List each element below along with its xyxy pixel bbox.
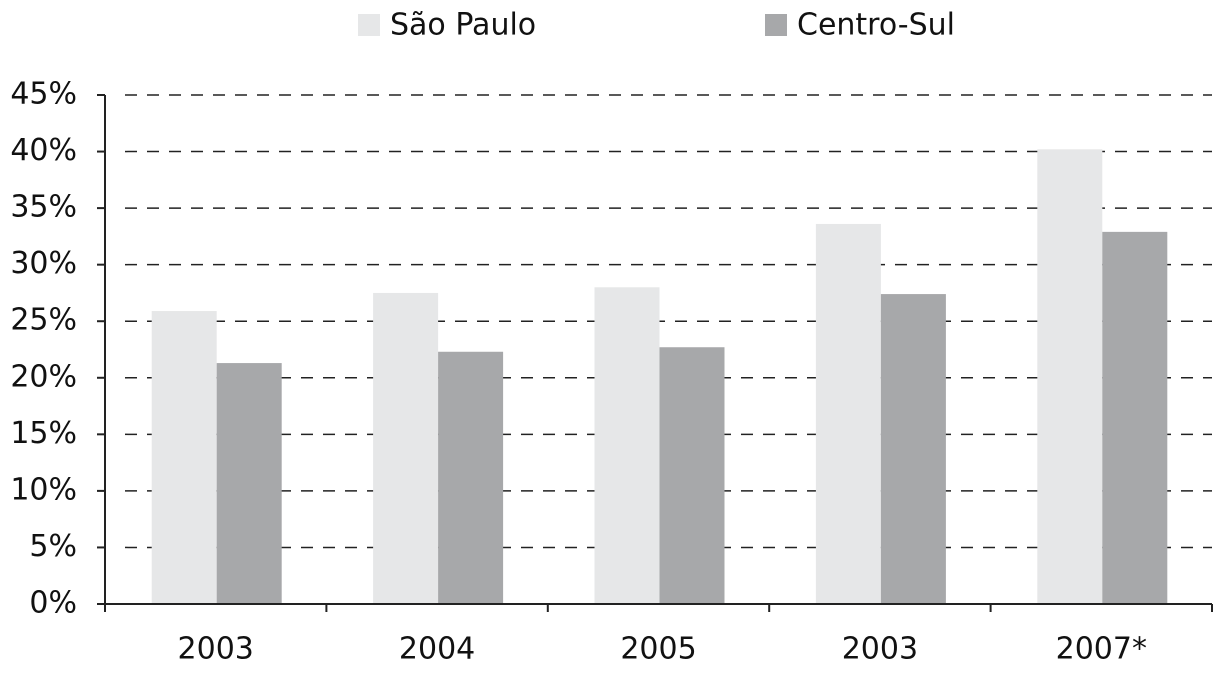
y-tick-label: 25%	[10, 303, 77, 338]
x-tick-label: 2003	[178, 632, 254, 667]
x-tick-label: 2004	[399, 632, 475, 667]
bar	[880, 294, 946, 604]
bar	[659, 347, 725, 604]
bar	[216, 363, 282, 604]
x-tick-label: 2003	[842, 632, 918, 667]
bar	[151, 311, 217, 604]
bar	[438, 351, 504, 604]
y-tick-label: 45%	[10, 77, 77, 112]
y-tick-label: 15%	[10, 416, 77, 451]
bar	[373, 292, 439, 604]
y-tick-label: 0%	[29, 586, 77, 621]
legend-label: São Paulo	[390, 8, 536, 43]
y-tick-label: 20%	[10, 359, 77, 394]
x-tick-label: 2007*	[1056, 632, 1147, 667]
y-tick-label: 10%	[10, 472, 77, 507]
bar	[594, 287, 660, 604]
y-tick-label: 30%	[10, 246, 77, 281]
x-tick-label: 2005	[620, 632, 696, 667]
legend-label: Centro-Sul	[797, 8, 955, 43]
y-tick-label: 40%	[10, 133, 77, 168]
legend-swatch	[358, 14, 380, 36]
y-tick-label: 35%	[10, 190, 77, 225]
bar	[1102, 231, 1168, 604]
bar	[815, 223, 881, 605]
y-tick-label: 5%	[29, 529, 77, 564]
legend-swatch	[765, 14, 787, 36]
bar	[1037, 149, 1103, 604]
